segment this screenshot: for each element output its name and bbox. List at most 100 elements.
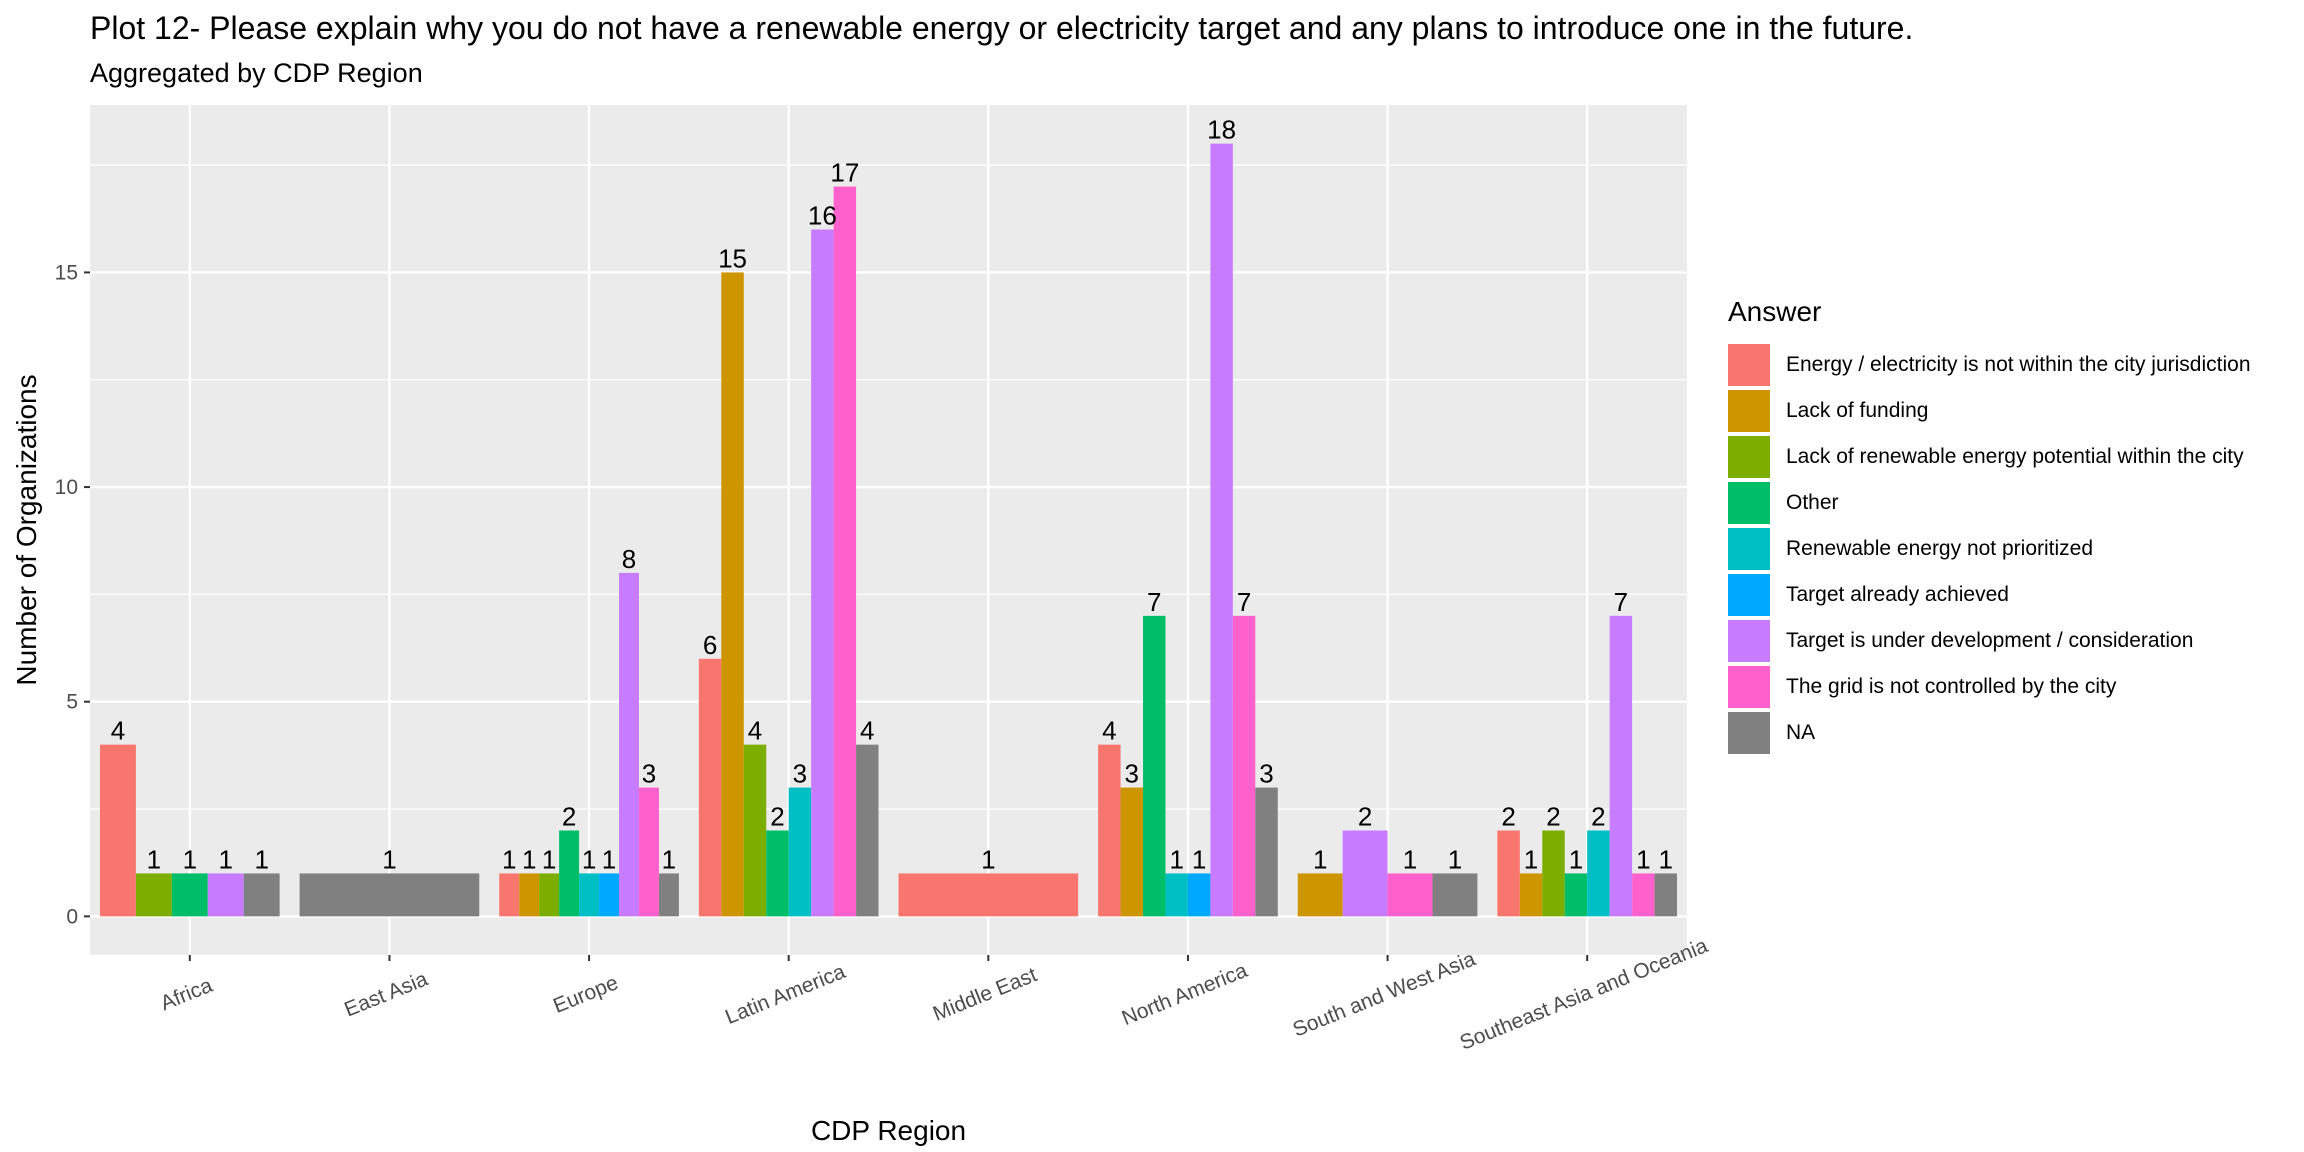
legend-label: Other (1786, 491, 1839, 514)
bar (207, 873, 244, 917)
bar-value-label: 1 (1403, 844, 1417, 874)
bar-value-label: 8 (622, 544, 636, 574)
bar (1232, 615, 1256, 917)
bar (499, 873, 520, 917)
bar (788, 787, 812, 917)
y-tick-label: 15 (55, 261, 78, 284)
bar-value-label: 2 (562, 802, 576, 832)
legend-key (1728, 620, 1770, 662)
legend-item: Other (1728, 480, 2251, 526)
legend-label: NA (1786, 721, 1816, 744)
bar (579, 873, 600, 917)
bar-value-label: 1 (382, 844, 396, 874)
bar-value-label: 1 (1448, 844, 1462, 874)
legend-item: Target already achieved (1728, 572, 2251, 618)
legend-key (1728, 482, 1770, 524)
chart-title: Plot 12- Please explain why you do not h… (90, 10, 1914, 46)
bar-value-label: 1 (1192, 844, 1206, 874)
bar (1098, 744, 1121, 917)
bar-value-label: 16 (808, 200, 837, 230)
bar (1632, 873, 1655, 917)
bar-value-label: 2 (1591, 802, 1605, 832)
bar (898, 873, 1079, 917)
bar-value-label: 1 (1313, 844, 1327, 874)
legend: Answer Energy / electricity is not withi… (1728, 296, 2251, 756)
bar (99, 744, 136, 917)
bar (619, 572, 639, 917)
legend-label: Lack of funding (1786, 399, 1929, 422)
legend-item: Lack of renewable energy potential withi… (1728, 434, 2251, 480)
bar-value-label: 7 (1237, 587, 1251, 617)
legend-item: Lack of funding (1728, 388, 2251, 434)
x-tick-label: East Asia (341, 967, 431, 1021)
legend-label: Lack of renewable energy potential withi… (1786, 445, 2244, 468)
x-tick-label: Africa (157, 974, 216, 1016)
legend-item: NA (1728, 710, 2251, 756)
bar-value-label: 1 (602, 844, 616, 874)
legend-item: Target is under development / considerat… (1728, 618, 2251, 664)
legend-label: Target is under development / considerat… (1786, 629, 2194, 652)
bar (856, 744, 879, 917)
bar-value-label: 1 (1569, 844, 1583, 874)
bar-value-label: 1 (502, 844, 516, 874)
bar (599, 873, 620, 917)
y-tick-label: 0 (66, 905, 78, 928)
bar (638, 787, 659, 917)
legend-key (1728, 390, 1770, 432)
bar-value-label: 4 (748, 716, 762, 746)
bar-value-label: 3 (642, 759, 656, 789)
bar-value-label: 7 (1147, 587, 1161, 617)
bar-value-label: 1 (522, 844, 536, 874)
bar-value-label: 1 (219, 844, 233, 874)
bar (658, 873, 679, 917)
bar-value-label: 2 (770, 802, 784, 832)
legend-item: Renewable energy not prioritized (1728, 526, 2251, 572)
bar (698, 658, 722, 917)
bar (1542, 830, 1565, 917)
bar (519, 873, 540, 917)
legend-item: The grid is not controlled by the city (1728, 664, 2251, 710)
bar-value-label: 2 (1546, 802, 1560, 832)
legend-key (1728, 712, 1770, 754)
x-axis-title: CDP Region (811, 1115, 966, 1146)
x-tick-label: Europe (550, 971, 621, 1018)
plot-panel (90, 105, 1687, 955)
bar (1564, 873, 1588, 917)
bar (743, 744, 767, 917)
bar-value-label: 1 (1169, 844, 1183, 874)
y-tick-label: 5 (66, 691, 78, 714)
bars (99, 143, 1678, 917)
bar (1210, 143, 1233, 917)
bar-value-label: 6 (703, 630, 717, 660)
x-tick-label: North America (1119, 959, 1251, 1030)
legend-key (1728, 528, 1770, 570)
bar (833, 186, 857, 917)
bar (1165, 873, 1188, 917)
bar-value-label: 1 (582, 844, 596, 874)
chart-subtitle: Aggregated by CDP Region (90, 58, 423, 88)
bar-value-label: 1 (183, 844, 197, 874)
bar-value-label: 18 (1207, 115, 1236, 145)
legend-key (1728, 574, 1770, 616)
x-tick-label: Latin America (722, 960, 849, 1029)
bar-value-label: 3 (793, 759, 807, 789)
bar (135, 873, 172, 917)
bar-value-label: 17 (830, 158, 859, 188)
bar-value-label: 15 (718, 243, 747, 273)
bar (1587, 830, 1610, 917)
y-axis-title: Number of Organizations (11, 374, 42, 685)
bar (1297, 873, 1343, 917)
bar-value-label: 1 (254, 844, 268, 874)
bar-value-label: 1 (1524, 844, 1538, 874)
bar (299, 873, 480, 917)
bar (811, 229, 834, 917)
legend-label: Renewable energy not prioritized (1786, 537, 2094, 560)
legend-key (1728, 436, 1770, 478)
bar (766, 830, 789, 917)
bar-value-label: 4 (111, 716, 125, 746)
bar (1654, 873, 1678, 917)
bar-value-label: 1 (542, 844, 556, 874)
y-tick-label: 10 (55, 476, 78, 499)
